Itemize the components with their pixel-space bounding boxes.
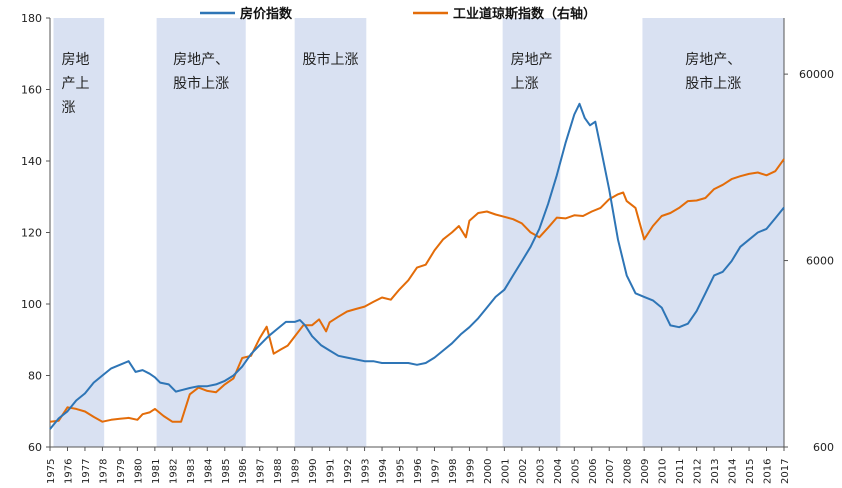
x-tick-label: 1999 (465, 459, 476, 484)
left-tick-label: 100 (21, 298, 42, 311)
x-tick-label: 1975 (46, 459, 57, 484)
period-label: 上涨 (511, 76, 539, 92)
left-tick-label: 180 (21, 12, 42, 25)
left-tick-label: 120 (21, 227, 42, 240)
x-tick-label: 1981 (151, 459, 162, 484)
period-label: 股市上涨 (685, 75, 741, 92)
x-tick-label: 2016 (763, 459, 774, 484)
x-axis-ticks: 1975 1976 1977 1978 1979 1980 1981 1982 1983 1984… (46, 447, 791, 484)
x-tick-label: 2015 (745, 459, 756, 484)
x-tick-label: 1993 (361, 459, 372, 484)
series-lines (49, 102, 785, 430)
period-label: 房地 (61, 52, 89, 68)
x-tick-label: 1987 (256, 459, 267, 484)
left-tick-label: 60 (28, 441, 42, 454)
period-label: 产上 (61, 76, 89, 92)
right-tick-label: 600 (813, 441, 834, 454)
x-tick-label: 1980 (133, 459, 144, 484)
legend: 房价指数 工业道琼斯指数（右轴） (200, 6, 596, 22)
x-tick-label: 1991 (326, 459, 337, 484)
x-tick-label: 1976 (63, 459, 74, 484)
x-tick-label: 1998 (448, 459, 459, 484)
x-tick-label: 2014 (728, 459, 739, 484)
shaded-period-0 (53, 18, 105, 447)
x-tick-label: 1990 (308, 459, 319, 484)
period-label: 涨 (61, 100, 75, 116)
right-tick-label: 6000 (806, 255, 834, 268)
x-tick-label: 2002 (518, 459, 529, 484)
x-tick-label: 1985 (221, 459, 232, 484)
x-tick-label: 1984 (203, 459, 214, 484)
shaded-period-2 (294, 18, 367, 447)
x-tick-label: 1989 (291, 459, 302, 484)
x-tick-label: 1996 (413, 459, 424, 484)
legend-label-house-price: 房价指数 (240, 6, 293, 22)
house-price-line (49, 102, 785, 430)
x-tick-label: 1978 (98, 459, 109, 484)
x-tick-label: 2012 (693, 459, 704, 484)
x-tick-label: 1988 (273, 459, 284, 484)
x-tick-label: 2011 (675, 459, 686, 484)
x-tick-label: 1997 (430, 459, 441, 484)
right-tick-label: 60000 (799, 68, 834, 81)
left-tick-label: 140 (21, 155, 42, 168)
period-label: 房地产、 (685, 52, 741, 68)
x-tick-label: 1977 (81, 459, 92, 484)
x-tick-label: 2017 (780, 459, 791, 484)
period-label: 房地产、 (173, 52, 229, 68)
x-tick-label: 2003 (535, 459, 546, 484)
right-axis-ticks: 600 6000 60000 (784, 68, 834, 454)
x-tick-label: 2000 (483, 459, 494, 484)
period-label: 房地产 (511, 52, 553, 68)
x-tick-label: 2005 (570, 459, 581, 484)
x-tick-label: 2008 (623, 459, 634, 484)
x-tick-label: 2004 (553, 459, 564, 484)
x-tick-label: 2013 (710, 459, 721, 484)
x-tick-label: 2001 (500, 459, 511, 484)
x-tick-label: 1992 (343, 459, 354, 484)
x-tick-label: 1983 (186, 459, 197, 484)
x-tick-label: 1982 (168, 459, 179, 484)
x-tick-label: 2010 (658, 459, 669, 484)
x-tick-label: 1995 (396, 459, 407, 484)
dow-jones-line (49, 158, 785, 423)
x-tick-label: 2006 (588, 459, 599, 484)
x-tick-label: 1994 (378, 459, 389, 484)
x-tick-label: 1979 (116, 459, 127, 484)
left-tick-label: 80 (28, 370, 42, 383)
left-tick-label: 160 (21, 84, 42, 97)
period-label: 股市上涨 (302, 51, 358, 68)
shaded-periods (53, 18, 784, 447)
shaded-period-1 (156, 18, 246, 447)
x-tick-label: 2009 (640, 459, 651, 484)
x-tick-label: 1986 (238, 459, 249, 484)
period-label: 股市上涨 (173, 75, 229, 92)
legend-label-dow: 工业道琼斯指数（右轴） (453, 6, 596, 22)
left-axis-ticks: 60 80 100 120 140 160 180 (21, 12, 50, 454)
x-tick-label: 2007 (605, 459, 616, 484)
